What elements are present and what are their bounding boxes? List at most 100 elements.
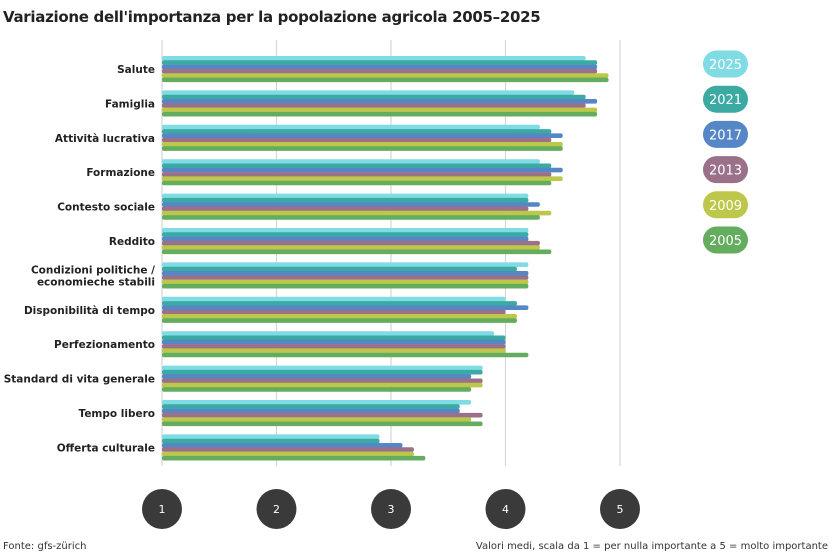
bar-2017 — [162, 202, 540, 207]
bar-2025 — [162, 56, 586, 61]
tick-label: 3 — [388, 503, 395, 516]
category-label: Famiglia — [105, 98, 155, 110]
bar-2009 — [162, 348, 506, 353]
tick-circle — [371, 489, 411, 529]
legend-swatch — [703, 226, 748, 254]
legend-label: 2009 — [709, 199, 742, 214]
bar-2017 — [162, 64, 598, 70]
bar-2021 — [162, 94, 586, 100]
bar-2009 — [162, 382, 483, 388]
legend-swatch — [703, 120, 748, 148]
bar-2005 — [162, 146, 563, 151]
tick-circle — [485, 489, 526, 529]
bar-2009 — [162, 73, 609, 78]
bar-2005 — [162, 387, 472, 392]
bar-2013 — [162, 137, 552, 143]
tick-circle — [142, 489, 182, 529]
tick-label: 2 — [273, 503, 280, 516]
bar-2005 — [162, 180, 552, 186]
bar-2013 — [162, 172, 552, 177]
bar-2017 — [162, 271, 529, 276]
tick-label: 5 — [617, 503, 624, 516]
bar-2005 — [162, 249, 552, 255]
source-note: Fonte: gfs-zürich — [3, 541, 87, 552]
legend-swatch — [703, 156, 748, 184]
bar-2025 — [162, 124, 540, 130]
bar-2013 — [162, 344, 506, 349]
tick-label: 4 — [502, 503, 509, 516]
bar-2013 — [162, 309, 506, 315]
bar-2005 — [162, 318, 517, 323]
bar-2025 — [162, 228, 529, 233]
bar-2021 — [162, 60, 598, 65]
bar-2025 — [162, 400, 472, 405]
bar-2013 — [162, 103, 586, 108]
bar-2017 — [162, 167, 563, 173]
bar-2013 — [162, 378, 483, 384]
bar-2005 — [162, 77, 609, 83]
bar-2013 — [162, 412, 483, 418]
bar-2021 — [162, 335, 506, 341]
bar-2013 — [162, 447, 414, 452]
bar-2021 — [162, 197, 529, 203]
bar-2005 — [162, 215, 540, 220]
tick-label: 1 — [159, 503, 166, 516]
bar-2009 — [162, 210, 552, 216]
bar-2021 — [162, 232, 529, 237]
category-label: Formazione — [86, 167, 155, 179]
tick-circle — [256, 489, 297, 529]
category-label: Offerta culturale — [57, 442, 155, 454]
bar-2009 — [162, 142, 563, 147]
bar-2013 — [162, 275, 529, 280]
chart-title: Variazione dell'importanza per la popola… — [3, 8, 541, 26]
bar-2009 — [162, 314, 517, 319]
bar-2009 — [162, 417, 472, 422]
scale-note: Valori medi, scala da 1 = per nulla impo… — [475, 541, 828, 552]
bar-2025 — [162, 159, 540, 164]
legend-label: 2025 — [709, 58, 742, 73]
category-label: Standard di vita generale — [4, 374, 155, 386]
bar-2005 — [162, 421, 483, 427]
category-label: Condizioni politiche / — [31, 264, 155, 276]
bar-2009 — [162, 245, 540, 250]
legend-swatch — [703, 191, 748, 219]
bar-2013 — [162, 68, 598, 74]
legend-label: 2017 — [709, 128, 742, 143]
bar-2013 — [162, 206, 529, 212]
bar-2009 — [162, 107, 598, 113]
bar-2009 — [162, 451, 414, 457]
bar-2009 — [162, 279, 529, 285]
bar-2009 — [162, 176, 563, 181]
legend-label: 2021 — [709, 93, 742, 108]
category-label: Contesto sociale — [57, 202, 155, 214]
bar-2017 — [162, 99, 598, 104]
bar-2025 — [162, 90, 575, 95]
bar-2017 — [162, 374, 472, 379]
legend-label: 2005 — [709, 234, 742, 249]
category-label: Reddito — [109, 236, 155, 248]
bar-2017 — [162, 236, 529, 242]
category-label: economieche stabili — [37, 276, 155, 288]
bar-2025 — [162, 262, 529, 267]
bar-2021 — [162, 404, 460, 409]
bar-2025 — [162, 365, 483, 371]
category-label: Disponibilità di tempo — [24, 305, 155, 317]
bar-2005 — [162, 283, 529, 289]
bar-2017 — [162, 305, 529, 310]
bar-2025 — [162, 331, 495, 336]
bar-2017 — [162, 133, 563, 138]
category-label: Perfezionamento — [54, 339, 155, 351]
bar-2021 — [162, 129, 552, 134]
bar-2025 — [162, 434, 380, 439]
bar-2021 — [162, 369, 483, 375]
bar-2017 — [162, 443, 403, 448]
bar-2005 — [162, 111, 598, 117]
bar-2017 — [162, 339, 506, 345]
bar-2005 — [162, 455, 426, 461]
bar-2021 — [162, 301, 517, 306]
bar-2021 — [162, 266, 517, 272]
tick-circle — [600, 489, 640, 529]
legend-swatch — [703, 85, 748, 113]
